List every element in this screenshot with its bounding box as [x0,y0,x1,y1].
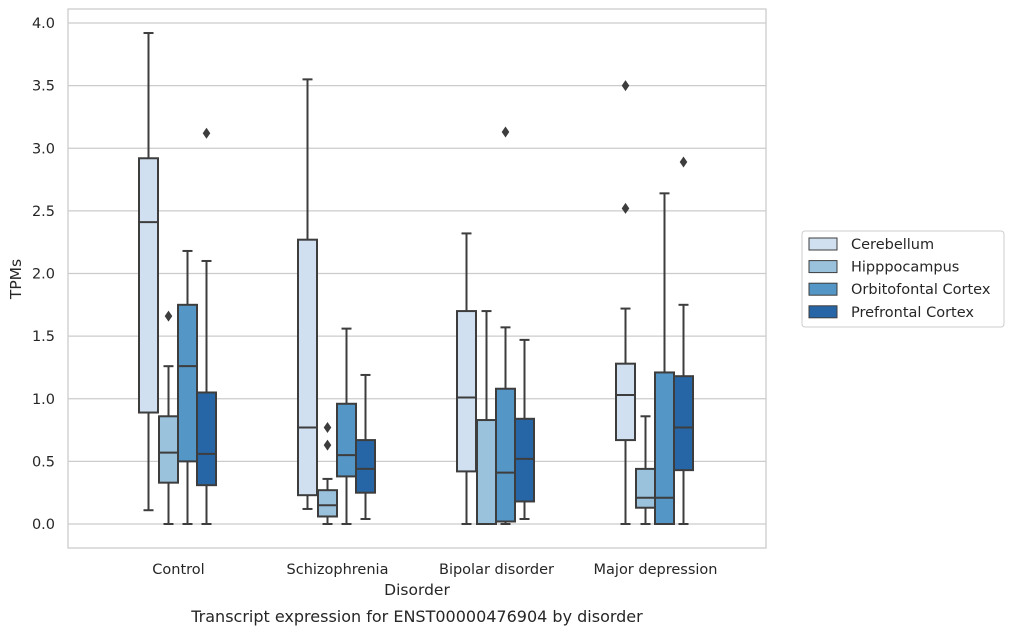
box-body [138,157,159,414]
y-tick-label: 2.5 [32,204,55,220]
box-body [673,375,694,472]
outlier-point [679,156,688,168]
x-axis-ticks: Control Schizophrenia Bipolar disorder Majo… [152,562,717,578]
x-tick-label: Bipolar disorder [439,562,554,578]
legend-swatch [808,282,838,296]
box-body [514,417,535,503]
box [297,78,318,510]
outlier-point [202,127,211,139]
outlier-point [621,80,630,92]
box-body [355,439,376,494]
legend-label: Prefrontal Cortex [851,305,974,321]
series-prefrontal-cortex [196,127,694,525]
y-axis-ticks: 0.0 0.5 1.0 1.5 2.0 2.5 3.0 3.5 4.0 [32,16,55,533]
box [196,127,217,525]
legend-label: Cerebellum [851,237,934,253]
y-tick-label: 1.5 [32,329,55,345]
box-body [635,467,656,509]
box-body [615,362,636,442]
legend-swatch [808,260,838,274]
box [615,80,636,525]
box-body [456,310,477,473]
x-tick-label: Schizophrenia [287,562,389,578]
box-body [476,419,497,526]
box [673,156,694,525]
y-tick-label: 3.0 [32,141,55,157]
box [317,422,338,525]
outlier-point [323,439,332,451]
plot-area-frame [67,8,767,549]
box-series-group [138,32,694,526]
outlier-point [621,202,630,214]
box [456,232,477,525]
outlier-point [323,422,332,434]
box-body [654,371,675,526]
y-axis-label: TPMs [7,259,25,300]
box-body [177,303,198,463]
series-hipppocampus [158,310,656,526]
box-body [297,238,318,497]
box [514,338,535,520]
box-body [317,489,338,518]
box [635,415,656,525]
legend-label: Orbitofontal Cortex [851,282,991,298]
legend: Cerebellum Hipppocampus Orbitofontal Corte… [801,230,1005,328]
legend-frame [801,230,1005,328]
chart-caption: Transcript expression for ENST0000047690… [190,607,643,626]
box-body [495,387,516,523]
y-tick-label: 1.0 [32,392,55,408]
box-body [336,402,357,478]
y-tick-label: 2.0 [32,267,55,283]
y-tick-label: 0.5 [32,454,55,470]
series-orbitofontal-cortex [177,126,675,526]
legend-swatch [808,305,838,319]
legend-swatch [808,237,838,251]
box-body [196,391,217,487]
y-tick-label: 0.0 [32,517,55,533]
box [177,249,198,525]
box [138,32,159,512]
x-tick-label: Control [152,562,204,578]
x-tick-label: Major depression [594,562,718,578]
series-cerebellum [138,32,636,525]
x-axis-label: Disorder [384,581,450,599]
outlier-point [501,126,510,138]
box [355,373,376,520]
y-tick-label: 4.0 [32,16,55,32]
box-body [158,415,179,484]
y-tick-label: 3.5 [32,79,55,95]
outlier-point [164,310,173,322]
legend-label: Hipppocampus [851,260,959,276]
